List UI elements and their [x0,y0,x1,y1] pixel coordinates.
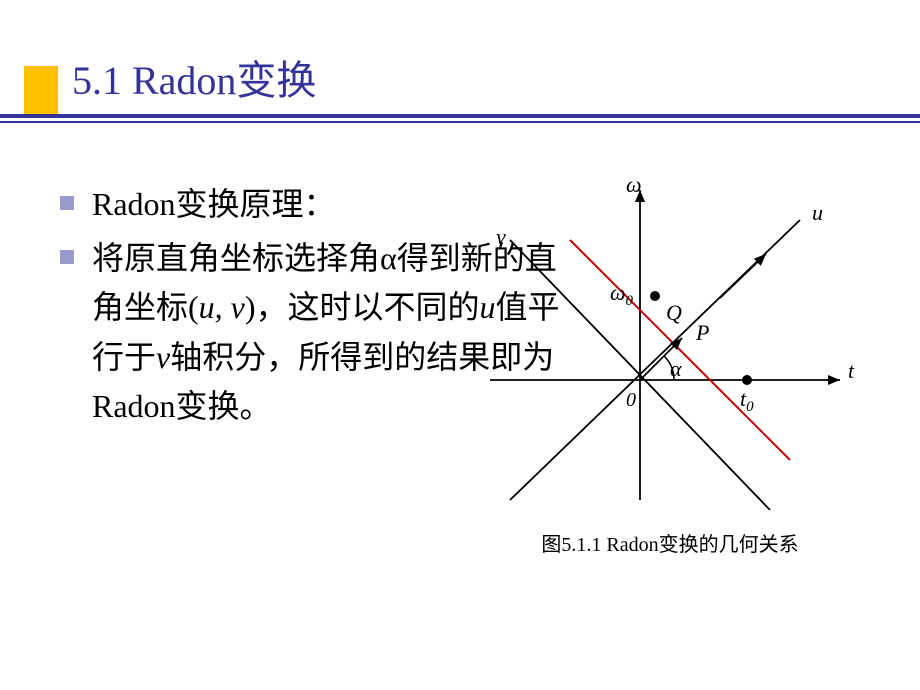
bullet-text-0: Radon变换原理： [92,180,336,230]
title-area: 5.1 Radon变换 [0,48,920,123]
svg-text:v: v [496,224,506,249]
svg-text:Q: Q [666,300,682,325]
radon-diagram: t ω u v Qt0 ω0 Pα 0 [470,170,870,510]
svg-text:0: 0 [626,389,636,411]
title-rule-thick [0,114,920,118]
title-rule-thin [0,121,920,123]
svg-text:t: t [848,358,855,383]
bullet-square-icon [60,250,74,264]
figure-caption: 图5.1.1 Radon变换的几何关系 [470,528,870,557]
svg-text:u: u [812,200,823,225]
svg-text:P: P [695,320,709,345]
bullet-square-icon [60,196,74,210]
title-accent-block [24,66,58,114]
figure: t ω u v Qt0 ω0 Pα 0 图5.1.1 Radon变换的几何关系 [470,170,870,557]
svg-text:ω0: ω0 [610,280,634,309]
slide-title: 5.1 Radon变换 [0,48,920,112]
diagram-svg: t ω u v Qt0 ω0 Pα 0 [470,170,870,510]
svg-text:t0: t0 [740,386,754,415]
svg-text:ω: ω [626,172,642,197]
slide: 5.1 Radon变换 Radon变换原理： 将原直角坐标选择角α得到新的直角坐… [0,0,920,690]
svg-text:α: α [670,356,682,381]
